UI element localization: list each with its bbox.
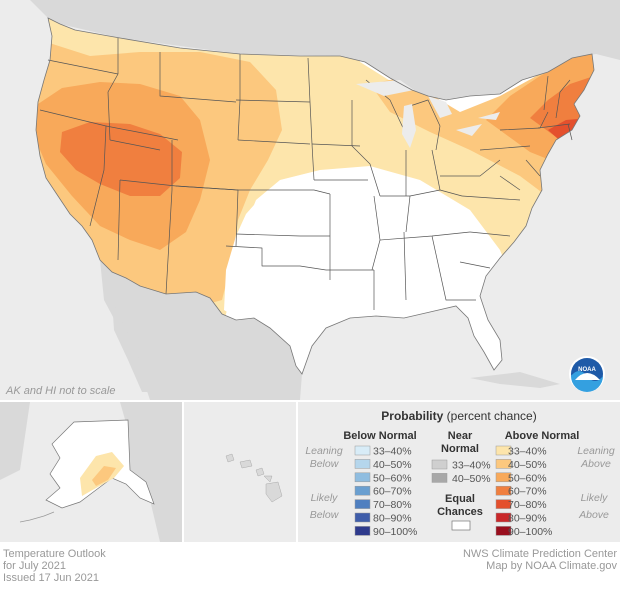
below-likely-2: Below	[310, 509, 340, 521]
footer-credit-cpc: NWS Climate Prediction Center	[463, 548, 617, 560]
footer-credit-climate-gov: Map by NOAA Climate.gov	[486, 560, 617, 572]
below-normal-swatches: 33–40%40–50%50–60% 60–70%70–80% 80–90%90–1…	[354, 445, 417, 538]
above-leaning-2: Above	[580, 458, 611, 470]
conus-outline	[35, 17, 595, 375]
legend-title-rest: (percent chance)	[443, 409, 536, 423]
above-normal-swatches: 33–40%40–50%50–60% 60–70%70–80% 80–90%90–1…	[495, 445, 552, 538]
above-swatch-0	[495, 445, 512, 456]
above-swatch-4	[495, 499, 512, 509]
below-swatch-2	[354, 472, 371, 483]
baja-land	[112, 300, 150, 392]
above-swatch-6	[495, 526, 512, 536]
above-likely-2: Above	[578, 509, 609, 521]
legend-title-bold: Probability	[381, 409, 443, 423]
above-swatch-5	[495, 512, 512, 523]
below-swatch-5	[354, 512, 371, 523]
state-borders	[39, 38, 573, 310]
hawaii-islands	[225, 453, 283, 503]
near-swatch-0	[431, 459, 448, 470]
above-likely-1: Likely	[581, 492, 609, 504]
probability-contours	[36, 18, 594, 340]
hawaii-panel	[184, 402, 296, 542]
below-leaning-2: Below	[310, 458, 340, 470]
equal-chances-label-2: Chances	[437, 506, 483, 518]
canada-land	[0, 0, 620, 100]
legend-title: Probability (percent chance)	[381, 409, 536, 423]
above-swatch-2	[495, 472, 512, 483]
russia-land	[0, 402, 30, 480]
below-swatch-1	[354, 459, 371, 469]
below-label-4: 70–80%	[373, 499, 412, 511]
near-normal-header-1: Near	[448, 430, 473, 442]
below-swatch-6	[354, 526, 371, 536]
below-label-1: 40–50%	[373, 459, 412, 471]
below-normal-header: Below Normal	[343, 430, 416, 442]
below-swatch-3	[354, 485, 371, 496]
below-label-0: 33–40%	[373, 446, 412, 458]
above-label-3: 60–70%	[508, 486, 547, 498]
canada-land-ak	[120, 402, 182, 542]
above-label-5: 80–90%	[508, 513, 547, 525]
above-label-2: 50–60%	[508, 472, 547, 484]
noaa-logo-text: NOAA	[578, 367, 596, 373]
panel-separator	[0, 400, 620, 402]
near-swatch-1	[431, 473, 448, 483]
near-normal-header-2: Normal	[441, 443, 479, 455]
below-label-5: 80–90%	[373, 513, 412, 525]
equal-chances-region	[224, 170, 494, 340]
below-leaning-1: Leaning	[305, 445, 343, 457]
alaska-above-40-50	[92, 466, 116, 486]
above-label-4: 70–80%	[508, 499, 547, 511]
above-label-6: 90–100%	[508, 526, 552, 538]
above-swatch-3	[495, 485, 512, 496]
scale-note: AK and HI not to scale	[5, 385, 115, 397]
mexico-land	[100, 260, 302, 400]
equal-chances-label-1: Equal	[445, 493, 475, 505]
below-likely-1: Likely	[311, 492, 339, 504]
below-swatch-0	[354, 445, 371, 456]
below-swatch-4	[354, 499, 371, 509]
footer-title: Temperature Outlook	[3, 548, 106, 560]
footer-issued: Issued 17 Jun 2021	[3, 572, 99, 584]
above-label-1: 40–50%	[508, 459, 547, 471]
below-label-3: 60–70%	[373, 486, 412, 498]
great-lakes	[356, 80, 500, 148]
below-label-6: 90–100%	[373, 526, 417, 538]
above-leaning-1: Leaning	[577, 445, 615, 457]
near-label-0: 33–40%	[452, 460, 491, 472]
above-label-0: 33–40%	[508, 446, 547, 458]
above-swatch-1	[495, 459, 512, 469]
noaa-logo: NOAA	[569, 356, 605, 392]
above-60-70-west	[60, 122, 182, 196]
near-normal-swatches: 33–40%40–50%	[431, 459, 491, 485]
near-label-1: 40–50%	[452, 473, 491, 485]
below-label-2: 50–60%	[373, 472, 412, 484]
legend-panel	[298, 402, 620, 542]
cuba-land	[470, 372, 560, 388]
equal-chances-swatch	[451, 520, 471, 531]
above-normal-header: Above Normal	[505, 430, 580, 442]
footer-period: for July 2021	[3, 560, 66, 572]
aleutian-islands	[19, 511, 55, 523]
